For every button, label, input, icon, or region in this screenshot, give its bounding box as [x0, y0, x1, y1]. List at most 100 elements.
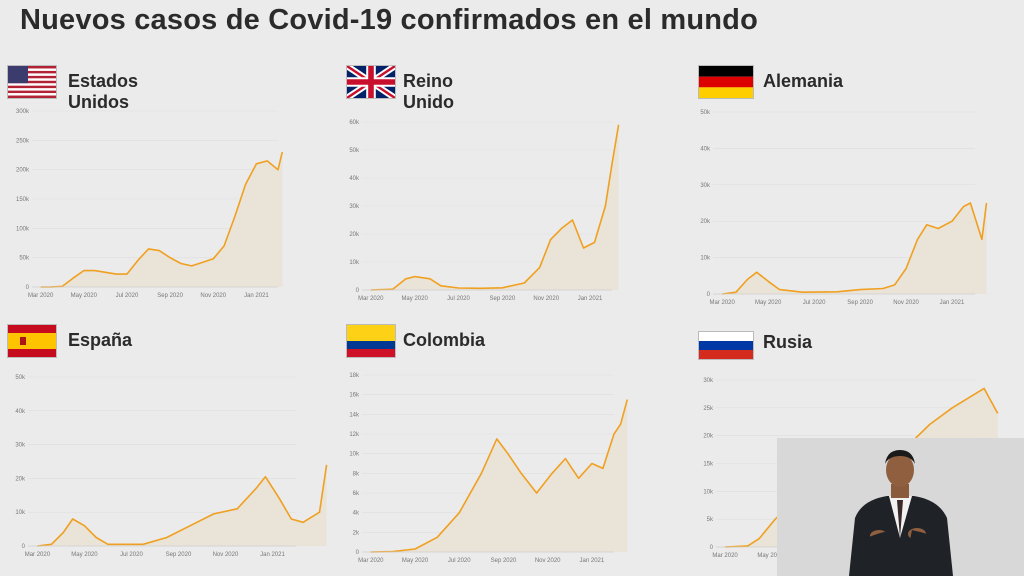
x-tick-label: May 2020 [757, 553, 784, 559]
area-fill [37, 464, 327, 546]
interpreter-figure [777, 438, 1024, 576]
y-tick-label: 50k [15, 375, 26, 381]
y-tick-label: 0 [710, 545, 714, 551]
y-tick-label: 50k [19, 256, 30, 262]
y-tick-label: 30k [349, 204, 360, 210]
x-tick-label: Mar 2020 [712, 553, 738, 559]
x-tick-label: Jan 2021 [244, 293, 269, 299]
x-tick-label: Mar 2020 [25, 552, 51, 558]
x-tick-label: Sep 2020 [166, 552, 192, 558]
y-tick-label: 0 [22, 544, 26, 550]
x-tick-label: Nov 2020 [533, 296, 559, 302]
y-tick-label: 40k [15, 409, 26, 415]
x-tick-label: Sep 2020 [847, 300, 873, 306]
x-tick-label: Mar 2020 [28, 293, 54, 299]
y-tick-label: 5k [707, 517, 714, 523]
y-tick-label: 4k [353, 511, 360, 517]
area-fill [722, 203, 987, 294]
x-tick-label: Nov 2020 [200, 293, 226, 299]
x-tick-label: Jan 2021 [940, 300, 965, 306]
y-tick-label: 0 [356, 550, 360, 556]
series-line [40, 151, 284, 288]
x-tick-label: Jan 2021 [580, 558, 605, 564]
y-tick-label: 16k [349, 393, 360, 399]
y-tick-label: 300k [16, 109, 30, 115]
y-tick-label: 20k [700, 219, 711, 225]
y-tick-label: 10k [703, 489, 714, 495]
x-tick-label: May 2020 [71, 293, 98, 299]
uk-flag [346, 65, 396, 99]
russia-flag [698, 331, 754, 360]
y-tick-label: 30k [700, 183, 711, 189]
spain-flag [7, 324, 57, 358]
x-tick-label: Jul 2020 [448, 558, 471, 564]
y-tick-label: 40k [349, 176, 360, 182]
x-tick-label: May 2020 [401, 296, 428, 302]
x-tick-label: Nov 2020 [893, 300, 919, 306]
country-label: Colombia [403, 330, 486, 350]
y-tick-label: 40k [700, 146, 711, 152]
x-tick-label: Sep 2020 [489, 296, 515, 302]
y-tick-label: 0 [26, 285, 30, 291]
x-tick-label: May 2020 [71, 552, 98, 558]
series-line [370, 124, 620, 291]
series-line [370, 399, 629, 553]
page-title: Nuevos casos de Covid-19 confirmados en … [20, 4, 758, 36]
x-tick-label: Sep 2020 [157, 293, 183, 299]
y-tick-label: 15k [703, 462, 714, 468]
y-tick-label: 0 [707, 292, 711, 298]
country-label: Reino Unido [403, 71, 454, 112]
x-tick-label: Jul 2020 [116, 293, 139, 299]
series-line [722, 202, 988, 295]
y-tick-label: 0 [356, 288, 360, 294]
y-tick-label: 10k [349, 260, 360, 266]
y-tick-label: 20k [349, 232, 360, 238]
sign-language-interpreter-video [777, 438, 1024, 576]
y-tick-label: 10k [349, 452, 360, 458]
country-label: Rusia [763, 332, 813, 352]
x-tick-label: Jan 2021 [578, 296, 603, 302]
area-fill [370, 399, 628, 552]
country-label: Estados Unidos [68, 71, 139, 112]
x-tick-label: May 2020 [402, 558, 429, 564]
x-tick-label: Mar 2020 [710, 300, 736, 306]
y-tick-label: 100k [16, 226, 30, 232]
y-tick-label: 30k [15, 443, 26, 449]
y-tick-label: 50k [700, 110, 711, 116]
x-tick-label: Mar 2020 [358, 558, 384, 564]
x-tick-label: Jul 2020 [120, 552, 143, 558]
x-tick-label: Nov 2020 [535, 558, 561, 564]
y-tick-label: 250k [16, 138, 30, 144]
y-tick-label: 6k [353, 491, 360, 497]
x-tick-label: Sep 2020 [491, 558, 517, 564]
y-tick-label: 60k [349, 120, 360, 126]
area-fill [40, 152, 283, 287]
y-tick-label: 10k [700, 256, 711, 262]
area-fill [370, 124, 619, 290]
x-tick-label: Jul 2020 [803, 300, 826, 306]
y-tick-label: 150k [16, 197, 30, 203]
x-tick-label: Mar 2020 [358, 296, 384, 302]
y-tick-label: 50k [349, 148, 360, 154]
colombia-flag [346, 324, 396, 358]
x-tick-label: Jan 2021 [260, 552, 285, 558]
series-line [37, 464, 328, 547]
y-tick-label: 20k [703, 434, 714, 440]
y-tick-label: 30k [703, 378, 714, 384]
country-label: Alemania [763, 71, 844, 91]
y-tick-label: 8k [353, 471, 360, 477]
y-tick-label: 25k [703, 406, 714, 412]
y-tick-label: 12k [349, 432, 360, 438]
y-tick-label: 20k [15, 476, 26, 482]
germany-flag [698, 65, 754, 99]
country-label: España [68, 330, 133, 350]
y-tick-label: 14k [349, 412, 360, 418]
y-tick-label: 18k [349, 373, 360, 379]
y-tick-label: 10k [15, 510, 26, 516]
x-tick-label: Jul 2020 [447, 296, 470, 302]
